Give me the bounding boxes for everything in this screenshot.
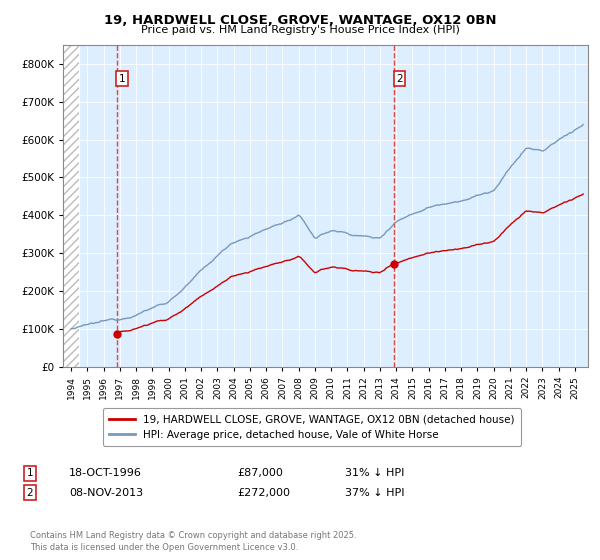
- Bar: [63, 45, 79, 367]
- Text: 18-OCT-1996: 18-OCT-1996: [69, 468, 142, 478]
- Bar: [63, 45, 79, 367]
- Text: 2: 2: [396, 74, 403, 84]
- Text: £272,000: £272,000: [237, 488, 290, 498]
- Text: 19, HARDWELL CLOSE, GROVE, WANTAGE, OX12 0BN: 19, HARDWELL CLOSE, GROVE, WANTAGE, OX12…: [104, 14, 496, 27]
- Text: Contains HM Land Registry data © Crown copyright and database right 2025.
This d: Contains HM Land Registry data © Crown c…: [30, 531, 356, 552]
- Text: 1: 1: [26, 468, 34, 478]
- Text: Price paid vs. HM Land Registry's House Price Index (HPI): Price paid vs. HM Land Registry's House …: [140, 25, 460, 35]
- Legend: 19, HARDWELL CLOSE, GROVE, WANTAGE, OX12 0BN (detached house), HPI: Average pric: 19, HARDWELL CLOSE, GROVE, WANTAGE, OX12…: [103, 408, 521, 446]
- Text: 31% ↓ HPI: 31% ↓ HPI: [345, 468, 404, 478]
- Text: 08-NOV-2013: 08-NOV-2013: [69, 488, 143, 498]
- Text: 1: 1: [119, 74, 126, 84]
- Text: 37% ↓ HPI: 37% ↓ HPI: [345, 488, 404, 498]
- Text: £87,000: £87,000: [237, 468, 283, 478]
- Text: 2: 2: [26, 488, 34, 498]
